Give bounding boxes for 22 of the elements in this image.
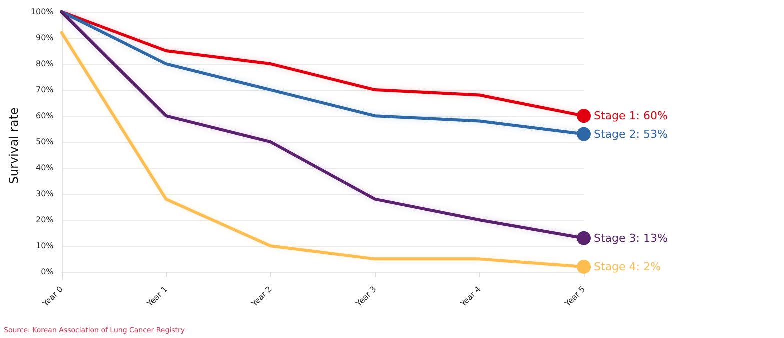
series-label: Stage 4: 2% [594, 260, 661, 274]
y-tick-label: 10% [36, 242, 54, 251]
y-tick-label: 0% [41, 268, 54, 277]
y-tick-label: 50% [36, 138, 54, 147]
y-axis-title: Survival rate [7, 108, 21, 184]
series-label: Stage 2: 53% [594, 128, 668, 141]
x-tick-label: Year 1 [144, 284, 170, 310]
series-label: Stage 3: 13% [594, 232, 668, 245]
y-tick-label: 60% [36, 112, 54, 121]
x-tick-label: Year 3 [354, 284, 378, 310]
x-tick-label: Year 2 [249, 284, 274, 310]
y-tick-label: 20% [36, 216, 54, 225]
y-tick-label: 30% [36, 190, 54, 199]
x-tick-label: Year 0 [40, 284, 65, 310]
x-tick-label: Year 5 [562, 284, 588, 310]
series-label: Stage 1: 60% [594, 110, 668, 123]
x-tick-label: Year 4 [458, 284, 483, 310]
y-tick-label: 90% [36, 34, 54, 43]
y-tick-label: 100% [30, 8, 54, 16]
y-tick-label: 40% [36, 164, 54, 173]
y-tick-label: 70% [36, 86, 54, 95]
y-tick-label: 80% [36, 60, 54, 69]
